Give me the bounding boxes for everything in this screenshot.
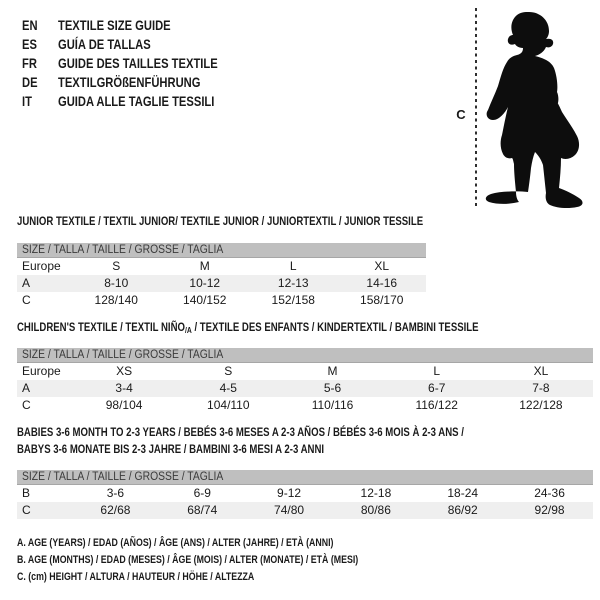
babies-table-title-line1: BABIES 3-6 MONTH TO 2-3 YEARS / BEBÉS 3-… (17, 425, 464, 439)
size-cell: L (433, 364, 441, 378)
row-label: Europe (22, 259, 61, 273)
junior-table: SIZE / TALLA / TAILLE / GRÖSSE / TAGLIA … (17, 243, 426, 309)
row-label: C (22, 503, 31, 517)
language-code: EN (22, 17, 38, 33)
size-cell: 7-8 (532, 381, 550, 395)
size-cell: 104/110 (207, 398, 250, 412)
footnote-height: C. (cm) HEIGHT / ALTURA / HAUTEUR / HÖHE… (17, 571, 255, 583)
junior-table-title: JUNIOR TEXTILE / TEXTIL JUNIOR/ TEXTILE … (17, 214, 424, 228)
size-cell: 122/128 (519, 398, 563, 412)
size-cell: 158/170 (360, 293, 404, 307)
row-label: C (22, 293, 31, 307)
language-label: TEXTILGRÖßENFÜHRUNG (58, 74, 201, 90)
size-cell: M (327, 364, 338, 378)
size-header-text: SIZE / TALLA / TAILLE / GRÖSSE / TAGLIA (22, 349, 224, 361)
language-code: DE (22, 74, 38, 90)
size-header-text: SIZE / TALLA / TAILLE / GRÖSSE / TAGLIA (22, 244, 224, 256)
size-cell: 3-6 (106, 486, 125, 500)
table-row-europe: Europe XS S M L XL (17, 363, 593, 380)
size-cell: 8-10 (104, 276, 129, 290)
size-cell: 9-12 (277, 486, 302, 500)
row-label: A (22, 381, 31, 395)
size-cell: M (199, 259, 210, 273)
children-title-subscript: /A (184, 325, 192, 335)
size-cell: 152/158 (271, 293, 315, 307)
language-row-de: DE TEXTILGRÖßENFÜHRUNG (22, 75, 200, 89)
language-label: GUIDA ALLE TAGLIE TESSILI (58, 93, 215, 109)
row-label: B (22, 486, 31, 500)
language-row-fr: FR GUIDE DES TAILLES TEXTILE (22, 56, 218, 70)
size-cell: S (224, 364, 233, 378)
language-label: GUIDE DES TAILLES TEXTILE (58, 55, 218, 71)
size-cell: L (289, 259, 297, 273)
size-cell: 128/140 (94, 293, 138, 307)
children-table: SIZE / TALLA / TAILLE / GRÖSSE / TAGLIA … (17, 348, 593, 414)
language-row-en: EN TEXTILE SIZE GUIDE (22, 18, 171, 32)
toddler-silhouette-image (485, 12, 583, 209)
size-cell: 14-16 (366, 276, 398, 290)
size-cell: 140/152 (183, 293, 227, 307)
table-row-age: A 3-4 4-5 5-6 6-7 7-8 (17, 380, 593, 397)
language-row-it: IT GUIDA ALLE TAGLIE TESSILI (22, 94, 214, 108)
size-cell: 80/86 (360, 503, 391, 517)
size-cell: 10-12 (189, 276, 221, 290)
row-label: C (22, 398, 31, 412)
children-title-post: / TEXTILE DES ENFANTS / KINDERTEXTIL / B… (191, 320, 479, 334)
size-cell: 5-6 (323, 381, 342, 395)
language-code: IT (22, 93, 32, 109)
size-header-text: SIZE / TALLA / TAILLE / GRÖSSE / TAGLIA (22, 471, 224, 483)
babies-table-title-line2: BABYS 3-6 MONATE BIS 2-3 JAHRE / BAMBINI… (17, 442, 325, 456)
size-cell: 12-18 (360, 486, 392, 500)
babies-table: SIZE / TALLA / TAILLE / GRÖSSE / TAGLIA … (17, 470, 593, 519)
size-cell: XL (374, 259, 390, 273)
children-title-pre: CHILDREN'S TEXTILE / TEXTIL NIÑO (17, 320, 185, 334)
size-cell: 3-4 (115, 381, 133, 395)
size-header-bar: SIZE / TALLA / TAILLE / GRÖSSE / TAGLIA (17, 470, 593, 485)
size-cell: 4-5 (219, 381, 237, 395)
size-cell: 6-9 (193, 486, 211, 500)
size-cell: 12-13 (277, 276, 309, 290)
table-row-height: C 128/140 140/152 152/158 158/170 (17, 292, 426, 309)
table-row-europe: Europe S M L XL (17, 258, 426, 275)
language-code: FR (22, 55, 37, 71)
size-cell: 68/74 (187, 503, 218, 517)
size-header-bar: SIZE / TALLA / TAILLE / GRÖSSE / TAGLIA (17, 348, 593, 363)
size-cell: 86/92 (447, 503, 478, 517)
language-code: ES (22, 36, 37, 52)
size-cell: XS (116, 364, 133, 378)
size-cell: 116/122 (415, 398, 458, 412)
language-label: TEXTILE SIZE GUIDE (58, 17, 171, 33)
table-row-age: A 8-10 10-12 12-13 14-16 (17, 275, 426, 292)
table-row-age-months: B 3-6 6-9 9-12 12-18 18-24 24-36 (17, 485, 593, 502)
size-cell: XL (533, 364, 549, 378)
size-header-bar: SIZE / TALLA / TAILLE / GRÖSSE / TAGLIA (17, 243, 426, 258)
language-label: GUÍA DE TALLAS (58, 36, 151, 52)
size-cell: 110/116 (311, 398, 354, 412)
size-cell: S (112, 259, 121, 273)
footnote-age-years: A. AGE (YEARS) / EDAD (AÑOS) / ÂGE (ANS)… (17, 537, 334, 549)
row-label: A (22, 276, 31, 290)
size-cell: 74/80 (274, 503, 305, 517)
size-cell: 62/68 (100, 503, 131, 517)
row-label: Europe (22, 364, 61, 378)
table-row-height: C 62/68 68/74 74/80 80/86 86/92 92/98 (17, 502, 593, 519)
size-cell: 98/104 (105, 398, 143, 412)
size-cell: 6-7 (428, 381, 446, 395)
size-cell: 92/98 (534, 503, 565, 517)
language-row-es: ES GUÍA DE TALLAS (22, 37, 151, 51)
footnote-age-months: B. AGE (MONTHS) / EDAD (MESES) / ÂGE (MO… (17, 554, 359, 566)
size-cell: 18-24 (447, 486, 479, 500)
size-cell: 24-36 (534, 486, 565, 500)
height-measure-dotted-line (475, 8, 477, 208)
table-row-height: C 98/104 104/110 110/116 116/122 122/128 (17, 397, 593, 414)
height-measure-label: C (456, 107, 466, 122)
children-table-title: CHILDREN'S TEXTILE / TEXTIL NIÑO/A / TEX… (17, 321, 479, 337)
